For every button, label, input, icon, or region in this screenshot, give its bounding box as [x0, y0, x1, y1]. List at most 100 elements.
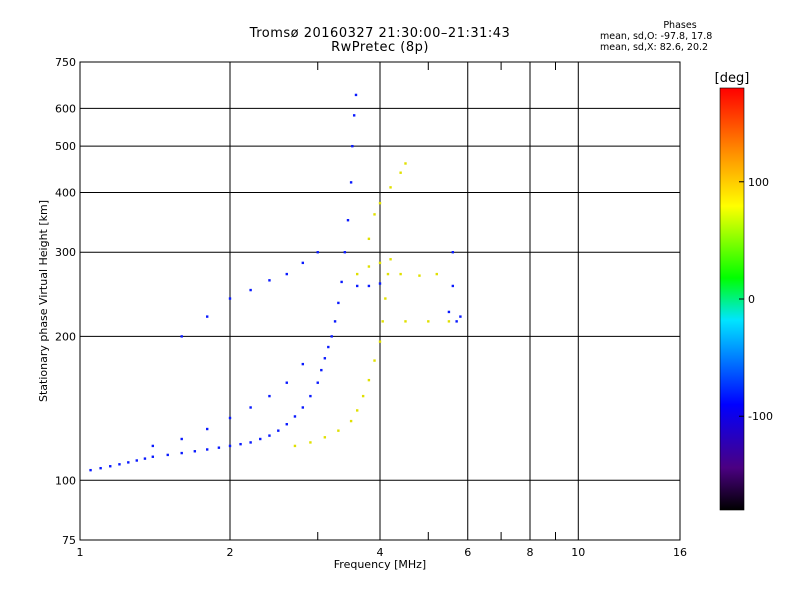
data-point-x	[418, 274, 421, 277]
phase-stats-o: mean, sd,O: -97.8, 17.8	[600, 31, 713, 42]
data-point-o	[309, 394, 312, 398]
data-point-x	[386, 272, 390, 276]
data-point-o	[320, 368, 323, 372]
data-point-o	[451, 251, 455, 254]
data-point-x	[361, 394, 365, 398]
x-tick-label: 6	[464, 546, 471, 559]
x-tick-label: 8	[527, 546, 534, 559]
y-tick-label: 400	[55, 186, 76, 199]
data-point-o	[367, 284, 371, 288]
data-point-o	[301, 406, 305, 409]
y-tick-label: 300	[55, 246, 76, 259]
y-tick-label: 600	[55, 102, 76, 115]
data-point-x	[355, 272, 359, 276]
data-point-x	[378, 261, 382, 265]
x-tick-label: 1	[77, 546, 84, 559]
data-point-o	[352, 114, 356, 117]
data-point-o	[99, 466, 102, 470]
data-point-o	[239, 442, 242, 446]
data-point-o	[343, 251, 347, 254]
data-point-o	[330, 335, 333, 338]
data-point-o	[193, 450, 197, 453]
data-point-o	[337, 301, 340, 305]
data-point-x	[355, 409, 359, 412]
y-tick-label: 750	[55, 56, 76, 69]
data-point-x	[384, 297, 387, 300]
data-point-o	[354, 93, 358, 97]
data-point-o	[228, 297, 232, 300]
data-point-o	[180, 451, 183, 455]
data-point-o	[228, 444, 232, 448]
x-tick-label: 16	[673, 546, 687, 559]
data-point-x	[367, 378, 371, 382]
data-point-o	[205, 448, 209, 451]
data-points	[89, 93, 462, 472]
colorbar-tick-label: 100	[748, 176, 769, 189]
x-axis-label: Frequency [MHz]	[334, 558, 426, 571]
data-point-x	[367, 265, 371, 268]
data-point-o	[249, 288, 252, 292]
phase-stats: Phases mean, sd,O: -97.8, 17.8 mean, sd,…	[600, 20, 760, 53]
chart-title: Tromsø 20160327 21:30:00–21:31:43	[249, 26, 511, 41]
data-point-o	[285, 423, 288, 426]
data-point-o	[349, 181, 353, 184]
data-point-o	[89, 468, 92, 472]
data-point-o	[301, 261, 305, 265]
data-point-o	[459, 315, 462, 318]
data-point-x	[427, 320, 430, 323]
data-point-o	[316, 251, 319, 254]
data-point-o	[228, 416, 232, 420]
data-point-x	[389, 258, 392, 261]
data-point-o	[205, 315, 209, 318]
data-point-x	[378, 340, 382, 343]
data-point-x	[381, 320, 384, 323]
data-point-o	[127, 461, 130, 464]
data-point-x	[373, 359, 376, 362]
data-point-o	[285, 272, 288, 276]
colorbar-tick-label: -100	[748, 410, 773, 423]
data-point-o	[346, 219, 350, 222]
data-point-o	[333, 320, 337, 323]
data-point-o	[316, 381, 319, 384]
data-point-o	[301, 362, 305, 366]
phase-stats-header: Phases	[663, 20, 697, 31]
data-point-x	[435, 272, 438, 276]
data-point-x	[367, 237, 371, 241]
phase-stats-x: mean, sd,X: 82.6, 20.2	[600, 42, 709, 53]
data-point-o	[249, 406, 252, 409]
data-point-o	[451, 284, 455, 288]
data-point-x	[349, 419, 353, 423]
y-tick-label: 200	[55, 330, 76, 343]
x-tick-label: 4	[377, 546, 384, 559]
x-tick-label: 2	[227, 546, 234, 559]
data-point-x	[447, 320, 451, 323]
data-point-x	[323, 436, 327, 439]
y-axis: 75 100 200 300 400 500 600 750	[55, 56, 76, 547]
colorbar: [deg] 100 0 -100	[715, 71, 773, 511]
data-point-x	[373, 213, 376, 216]
data-point-o	[135, 459, 138, 462]
y-axis-label: Stationary phase Virtual Height [km]	[37, 200, 50, 402]
data-point-o	[378, 282, 382, 285]
plot-frame	[79, 61, 681, 541]
plot-grid	[80, 62, 680, 540]
data-point-o	[143, 457, 147, 460]
data-point-x	[337, 429, 340, 432]
chart-subtitle: RwPretec (8p)	[331, 40, 429, 55]
data-point-o	[180, 335, 183, 338]
data-point-o	[340, 280, 343, 284]
colorbar-label: [deg]	[715, 71, 750, 86]
data-point-o	[151, 455, 155, 458]
data-point-o	[323, 357, 327, 360]
data-point-o	[118, 463, 121, 466]
data-point-o	[151, 444, 155, 448]
y-tick-label: 75	[62, 534, 76, 547]
data-point-x	[399, 272, 402, 276]
data-point-o	[249, 441, 252, 444]
data-point-o	[285, 381, 288, 384]
data-point-x	[309, 441, 312, 444]
data-point-o	[355, 284, 359, 288]
x-tick-label: 10	[571, 546, 585, 559]
data-point-x	[404, 162, 407, 165]
